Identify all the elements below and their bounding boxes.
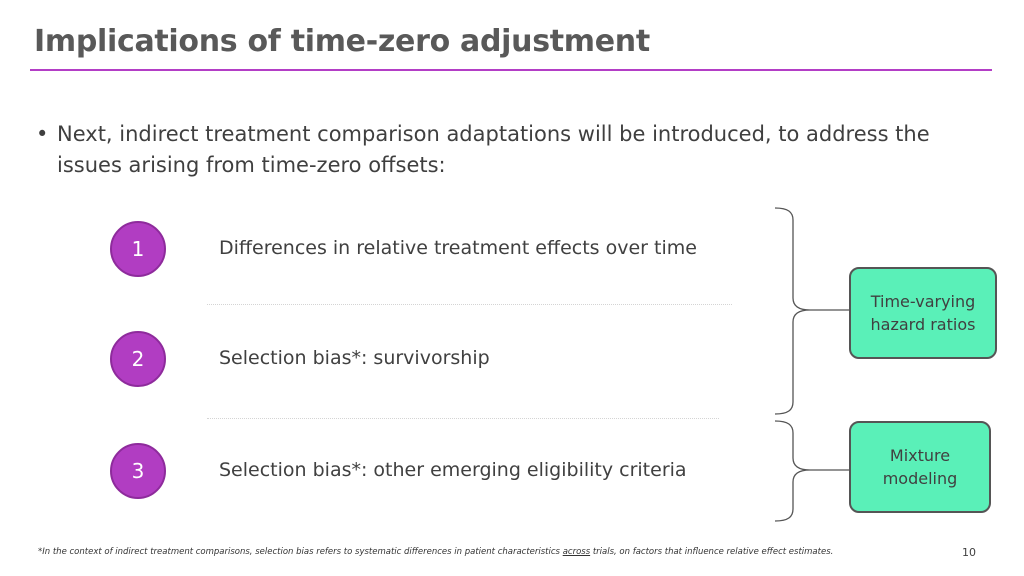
box-label-1: Time-varying hazard ratios	[870, 292, 976, 334]
bracket-upper	[774, 207, 811, 415]
item-label-1: Differences in relative treatment effect…	[219, 237, 697, 259]
intro-bullet-text: Next, indirect treatment comparison adap…	[57, 122, 930, 177]
slide-title: Implications of time-zero adjustment	[34, 24, 650, 59]
footnote: *In the context of indirect treatment co…	[38, 547, 833, 557]
number-circle-2: 2	[110, 331, 166, 387]
box-time-varying-hazard-ratios: Time-varying hazard ratios	[849, 267, 997, 359]
number-circle-3: 3	[110, 443, 166, 499]
footnote-text-start: *In the context of indirect treatment co…	[38, 547, 563, 557]
item-label-3: Selection bias*: other emerging eligibil…	[219, 459, 687, 481]
separator-line-1	[207, 304, 732, 305]
bracket-lower	[774, 420, 811, 522]
item-label-2: Selection bias*: survivorship	[219, 347, 490, 369]
page-number: 10	[962, 546, 976, 559]
number-circle-1: 1	[110, 221, 166, 277]
intro-bullet: • Next, indirect treatment comparison ad…	[36, 119, 996, 181]
footnote-underlined-word: across	[562, 547, 591, 557]
separator-line-2	[207, 418, 719, 419]
box-mixture-modeling: Mixture modeling	[849, 421, 991, 513]
footnote-text-end: trials, on factors that influence relati…	[590, 547, 834, 557]
box-label-2: Mixture modeling	[882, 446, 958, 488]
bullet-marker: •	[36, 122, 49, 146]
title-underline	[30, 69, 992, 71]
